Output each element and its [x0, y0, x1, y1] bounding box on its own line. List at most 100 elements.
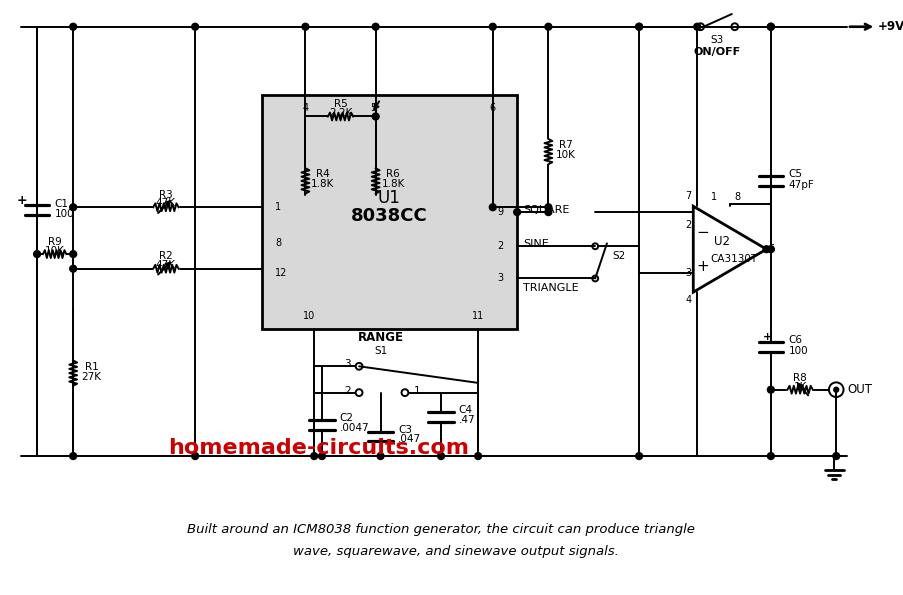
Text: CA3130T: CA3130T — [710, 254, 757, 264]
Text: 2: 2 — [497, 241, 503, 251]
Text: S1: S1 — [374, 346, 386, 356]
Circle shape — [767, 453, 773, 459]
Text: C5: C5 — [787, 169, 802, 179]
Text: 6: 6 — [489, 103, 495, 113]
Text: S3: S3 — [710, 35, 723, 45]
Text: Built around an ICM8038 function generator, the circuit can produce triangle: Built around an ICM8038 function generat… — [187, 523, 694, 536]
Text: U2: U2 — [713, 235, 730, 248]
Circle shape — [635, 23, 642, 30]
Text: 1K: 1K — [793, 382, 805, 392]
Text: +: + — [696, 259, 709, 274]
Text: 12: 12 — [275, 268, 287, 278]
Circle shape — [489, 23, 496, 30]
Text: 3: 3 — [497, 274, 503, 283]
Text: C3: C3 — [397, 425, 412, 435]
Text: RANGE: RANGE — [358, 330, 403, 343]
Circle shape — [767, 23, 773, 30]
Text: .0047: .0047 — [340, 423, 368, 433]
Circle shape — [767, 23, 773, 30]
Text: 8038CC: 8038CC — [350, 207, 427, 225]
Circle shape — [311, 453, 317, 459]
Text: U1: U1 — [377, 189, 400, 208]
Text: 47K: 47K — [155, 198, 176, 208]
Text: R2: R2 — [159, 251, 172, 261]
Bar — [261, 95, 517, 329]
Text: 6: 6 — [768, 244, 774, 254]
Text: 2: 2 — [684, 220, 691, 230]
Circle shape — [372, 23, 378, 30]
Circle shape — [70, 23, 77, 30]
Text: R7: R7 — [558, 140, 573, 150]
Circle shape — [545, 204, 551, 211]
Text: 1: 1 — [275, 202, 281, 212]
Text: 47pF: 47pF — [787, 180, 814, 190]
Circle shape — [832, 453, 839, 459]
Text: 10K: 10K — [44, 246, 64, 256]
Text: 7: 7 — [684, 192, 691, 201]
Circle shape — [545, 209, 551, 215]
Text: 3: 3 — [344, 359, 350, 369]
Text: 10: 10 — [303, 311, 315, 321]
Text: wave, squarewave, and sinewave output signals.: wave, squarewave, and sinewave output si… — [293, 545, 618, 558]
Text: R4: R4 — [316, 169, 330, 179]
Circle shape — [191, 23, 199, 30]
Text: −: − — [696, 224, 709, 240]
Circle shape — [635, 453, 642, 459]
Text: +: + — [16, 194, 27, 207]
Text: +: + — [762, 332, 772, 342]
Circle shape — [377, 453, 384, 459]
Text: 3: 3 — [684, 268, 691, 278]
Text: 27K: 27K — [81, 372, 102, 382]
Text: 1: 1 — [710, 192, 716, 202]
Text: .047: .047 — [397, 434, 421, 444]
Text: 2: 2 — [344, 386, 350, 396]
Text: 8: 8 — [275, 239, 281, 248]
Text: C2: C2 — [340, 413, 353, 423]
Text: R6: R6 — [386, 169, 400, 179]
Circle shape — [767, 246, 773, 253]
Text: 2.2K: 2.2K — [329, 108, 352, 118]
Text: C4: C4 — [458, 405, 472, 415]
Circle shape — [545, 23, 551, 30]
Text: SINE: SINE — [523, 239, 548, 249]
Text: C6: C6 — [787, 335, 802, 345]
Circle shape — [302, 23, 309, 30]
Circle shape — [474, 453, 481, 459]
Circle shape — [635, 23, 642, 30]
Circle shape — [70, 453, 77, 459]
Text: homemade-circuits.com: homemade-circuits.com — [168, 439, 469, 458]
Text: 1: 1 — [413, 386, 420, 396]
Circle shape — [70, 250, 77, 258]
Text: 100: 100 — [54, 209, 74, 219]
Circle shape — [833, 387, 838, 392]
Text: 10K: 10K — [555, 149, 575, 159]
Text: 4: 4 — [684, 295, 691, 305]
Circle shape — [318, 453, 325, 459]
Circle shape — [33, 250, 41, 258]
Text: 9: 9 — [497, 207, 503, 217]
Text: S2: S2 — [612, 251, 626, 261]
Circle shape — [191, 453, 199, 459]
Text: 4: 4 — [302, 103, 308, 113]
Text: 8: 8 — [734, 192, 740, 202]
Text: 47K: 47K — [155, 260, 176, 270]
Text: R1: R1 — [85, 362, 98, 372]
Text: TRIANGLE: TRIANGLE — [523, 283, 578, 293]
Circle shape — [372, 113, 378, 120]
Text: R9: R9 — [48, 237, 61, 248]
Circle shape — [70, 204, 77, 211]
Text: R3: R3 — [159, 190, 172, 199]
Text: R8: R8 — [792, 373, 806, 383]
Circle shape — [767, 386, 773, 393]
Text: SQUARE: SQUARE — [523, 205, 569, 215]
Text: 5: 5 — [370, 103, 377, 113]
Text: ON/OFF: ON/OFF — [693, 47, 740, 57]
Text: C1: C1 — [54, 199, 69, 209]
Circle shape — [437, 453, 444, 459]
Text: 1.8K: 1.8K — [381, 179, 405, 189]
Text: 1.8K: 1.8K — [311, 179, 334, 189]
Text: 100: 100 — [787, 346, 807, 356]
Text: R5: R5 — [333, 99, 347, 109]
Text: OUT: OUT — [846, 383, 871, 396]
Circle shape — [70, 265, 77, 272]
